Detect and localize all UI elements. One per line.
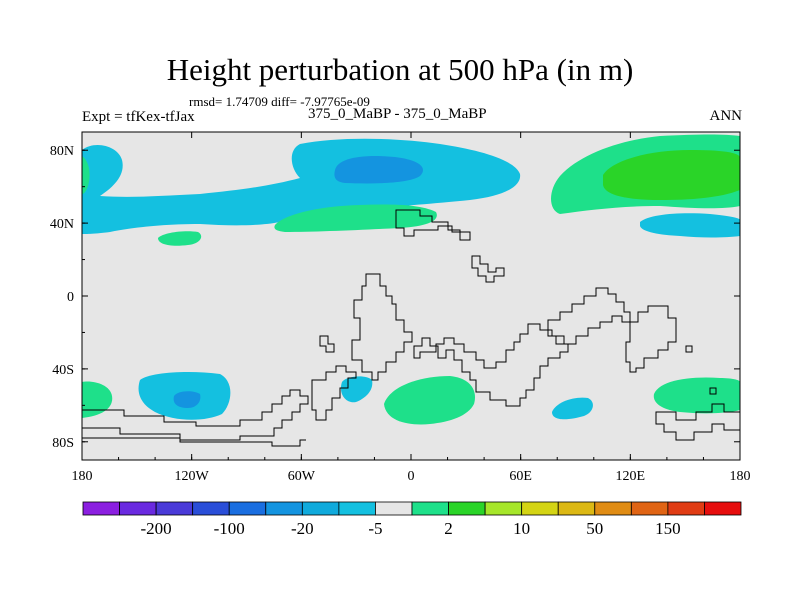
coastline-southern-island	[709, 387, 717, 395]
x-tick-label: 180	[730, 469, 751, 484]
colorbar-swatch	[411, 501, 449, 516]
colorbar-swatch	[704, 501, 742, 516]
contour-negative-north-core	[334, 156, 423, 184]
x-axis: 180 120W 60W 0 60E 120E 180	[72, 132, 751, 484]
contour-positive-small	[158, 231, 202, 246]
colorbar-label: -200	[141, 519, 172, 538]
y-tick-label: 80N	[50, 144, 74, 159]
contour-negative-southeast	[552, 397, 593, 420]
colorbar-swatch	[557, 501, 596, 516]
colorbar-swatch	[228, 501, 267, 516]
y-tick-label: 0	[67, 290, 74, 305]
colorbar-label: 10	[513, 519, 530, 538]
colorbar-swatch	[630, 501, 669, 516]
coastline-central-america	[311, 365, 357, 421]
colorbar-label: 50	[586, 519, 603, 538]
contour-positive-northeast-core	[603, 150, 740, 200]
colorbar-swatch	[338, 501, 376, 516]
colorbar-swatch	[155, 501, 194, 516]
colorbar-swatch	[484, 501, 523, 516]
chart-title: Height perturbation at 500 hPa (in m)	[166, 52, 634, 87]
x-tick-label: 180	[72, 469, 93, 484]
coastline-east-asia	[625, 305, 677, 373]
colorbar-swatch	[301, 501, 340, 516]
y-axis: 80N 40N 0 40S 80S	[50, 144, 740, 451]
coastline-outline	[82, 209, 740, 447]
contour-negative-south-core	[173, 391, 201, 408]
contour-negative-east	[640, 213, 740, 238]
colorbar-swatch	[119, 501, 157, 516]
colorbar-swatch	[375, 501, 413, 516]
x-tick-label: 0	[408, 469, 415, 484]
coastline-europe	[395, 209, 471, 241]
contour-positive-southwest	[82, 381, 113, 418]
colorbar-swatch	[448, 501, 486, 516]
coastline-south-america	[351, 273, 413, 381]
x-tick-label: 120E	[616, 469, 646, 484]
y-tick-label: 40S	[52, 363, 74, 378]
colorbar: -200 -100 -20 -5 2 10 50 150	[82, 501, 742, 538]
center-label: 375_0_MaBP - 375_0_MaBP	[308, 106, 487, 122]
colorbar-swatch	[667, 501, 705, 516]
coastline-antarctica-band	[82, 437, 306, 447]
colorbar-swatch	[265, 501, 303, 516]
colorbar-label: 150	[655, 519, 681, 538]
coastline-indian-region	[540, 287, 631, 345]
colorbar-label: -20	[291, 519, 314, 538]
season-label: ANN	[709, 108, 743, 124]
y-tick-label: 80S	[52, 436, 74, 451]
x-tick-label: 120W	[175, 469, 210, 484]
colorbar-swatch	[594, 501, 632, 516]
colorbar-swatch	[521, 501, 559, 516]
colorbar-swatch	[192, 501, 230, 516]
contour-positive-west	[82, 156, 90, 194]
coastline-antarctica-west	[82, 389, 309, 441]
contour-negative-small-south	[340, 376, 373, 403]
coastline-antarctica-east	[655, 403, 740, 441]
colorbar-label: -5	[368, 519, 382, 538]
coastline-africa	[413, 323, 569, 407]
coastline-pacific-island	[319, 335, 335, 353]
colorbar-label: -100	[214, 519, 245, 538]
contour-positive-south	[384, 376, 475, 425]
coastline-small-island	[685, 345, 693, 353]
stats-line: rmsd= 1.74709 diff= -7.97765e-09	[189, 94, 370, 109]
x-tick-label: 60W	[288, 469, 316, 484]
experiment-label: Expt = tfKex-tfJax	[82, 109, 195, 125]
y-tick-label: 40N	[50, 217, 74, 232]
x-tick-label: 60E	[509, 469, 532, 484]
colorbar-swatch	[82, 501, 120, 516]
coastline-arabia	[471, 255, 505, 283]
contour-fills	[82, 134, 740, 425]
colorbar-label: 2	[444, 519, 453, 538]
